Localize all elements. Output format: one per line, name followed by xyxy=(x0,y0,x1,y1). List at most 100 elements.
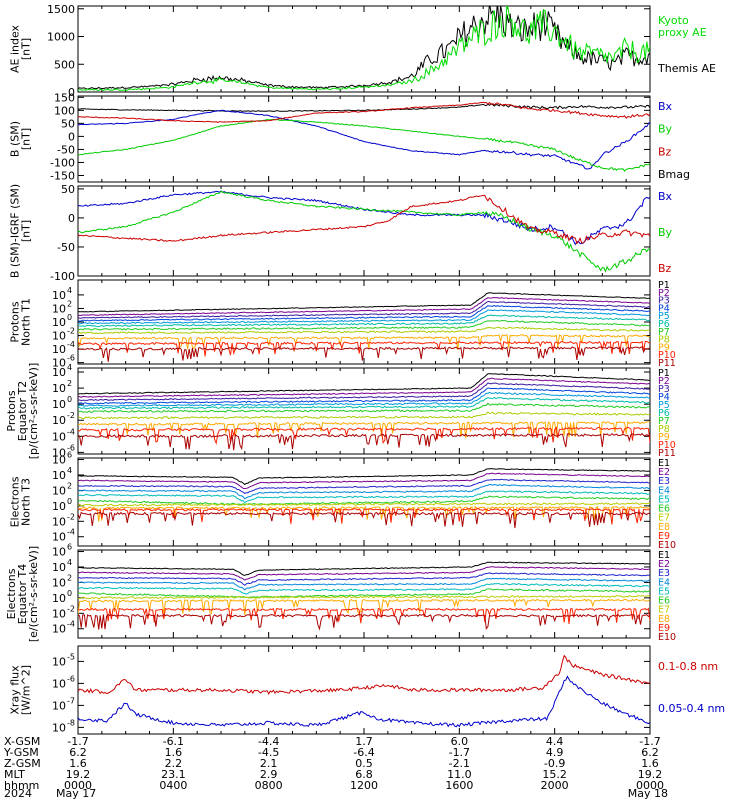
legend-item: Bmag xyxy=(658,168,690,181)
legend-item: Bz xyxy=(658,262,672,275)
x-axis-value: 1.6 xyxy=(165,746,183,759)
legend-item: E8 xyxy=(658,522,670,533)
x-axis-value: 6.8 xyxy=(355,768,373,781)
y-axis-label: Equator T4 xyxy=(16,564,29,624)
legend-item: P7 xyxy=(658,327,670,338)
legend-item: proxy AE xyxy=(658,26,707,39)
series-line xyxy=(78,613,650,631)
series-line xyxy=(78,190,650,246)
y-tick-label: 50 xyxy=(61,183,75,196)
y-tick-label: 10 xyxy=(52,592,66,605)
panel-frame xyxy=(77,95,651,183)
series-line xyxy=(78,411,650,420)
x-axis-value: 4.4 xyxy=(546,735,564,748)
y-tick-exponent: -4 xyxy=(67,620,75,629)
legend-item: E5 xyxy=(658,586,670,597)
x-axis-value: May 17 xyxy=(56,787,96,800)
x-axis-value: 19.2 xyxy=(638,768,663,781)
x-axis-row-label: hhmm xyxy=(4,779,39,792)
series-line xyxy=(78,561,650,576)
series-line xyxy=(78,490,650,504)
legend-item: E8 xyxy=(658,614,670,625)
y-tick-label: 10 xyxy=(52,484,66,497)
y-axis-label: North T3 xyxy=(20,478,33,526)
y-tick-exponent: -2 xyxy=(67,604,75,613)
panel-frame xyxy=(77,5,651,93)
y-tick-label: 10 xyxy=(52,357,66,370)
legend-item: E6 xyxy=(658,504,670,515)
series-line xyxy=(78,572,650,586)
legend-item: P8 xyxy=(658,424,670,435)
x-axis-value: 6.2 xyxy=(69,746,87,759)
series-line xyxy=(78,334,650,351)
y-tick-label: 0 xyxy=(68,130,75,143)
x-axis-value: 1.6 xyxy=(641,757,659,770)
legend-item: E2 xyxy=(658,467,670,478)
legend-item: P6 xyxy=(658,408,670,419)
legend-item: P11 xyxy=(658,358,676,369)
y-axis-label: Protons xyxy=(5,390,18,431)
y-tick-label: 10 xyxy=(52,576,66,589)
y-tick-label: -50 xyxy=(57,143,75,156)
y-tick-label: 10 xyxy=(52,500,66,513)
y-axis-label: [e/(cm²-s-sr-keV)] xyxy=(27,546,40,642)
series-line xyxy=(78,402,650,413)
series-line xyxy=(78,309,650,325)
y-tick-label: 10 xyxy=(52,699,66,712)
series-line xyxy=(78,109,650,170)
y-tick-exponent: -8 xyxy=(67,718,75,727)
y-tick-label: 500 xyxy=(54,58,75,71)
legend-item: E2 xyxy=(658,559,670,570)
y-tick-label: 0 xyxy=(68,86,75,99)
y-tick-label: 10 xyxy=(52,469,66,482)
y-tick-exponent: -2 xyxy=(67,327,75,336)
legend-item: P7 xyxy=(658,416,670,427)
legend-item: P5 xyxy=(658,311,670,322)
x-axis-value: 1.6 xyxy=(69,757,87,770)
y-tick-exponent: -4 xyxy=(67,528,75,537)
x-axis-value: 19.2 xyxy=(66,768,91,781)
panel-bigrf: -100 -50 0 50 B (SM)-IGRF (SM)[nT] Bx By Bz xyxy=(9,183,673,283)
x-axis-value: 11.0 xyxy=(447,768,472,781)
x-axis-value: 1.7 xyxy=(355,735,373,748)
x-axis-value: -1.7 xyxy=(639,735,660,748)
y-tick-label: 10 xyxy=(52,531,66,544)
legend-item: E4 xyxy=(658,485,670,496)
x-axis-row-label: Y-GSM xyxy=(3,746,39,759)
y-axis-label: North T1 xyxy=(20,298,33,346)
legend-item: 0.05-0.4 nm xyxy=(658,702,725,715)
legend-item: P11 xyxy=(658,448,676,459)
x-axis-value: 1200 xyxy=(350,779,378,792)
series-line xyxy=(78,194,650,245)
legend-item: P2 xyxy=(658,376,670,387)
panel-frame xyxy=(77,185,651,277)
y-tick-label: 10 xyxy=(52,430,66,443)
series-line xyxy=(78,511,650,529)
x-axis-value: 15.2 xyxy=(542,768,567,781)
y-tick-label: 10 xyxy=(52,414,66,427)
x-axis-value: 2000 xyxy=(541,779,569,792)
y-tick-exponent: 2 xyxy=(67,481,72,490)
series-line xyxy=(78,346,650,362)
y-tick-exponent: 2 xyxy=(67,299,72,308)
y-tick-label: 10 xyxy=(52,343,66,356)
series-line xyxy=(78,595,650,600)
y-tick-exponent: -6 xyxy=(67,354,75,363)
y-tick-exponent: 6 xyxy=(67,543,72,552)
legend-item: P2 xyxy=(658,288,670,299)
x-axis-value: 2.2 xyxy=(165,757,183,770)
x-axis-value: 4.9 xyxy=(546,746,564,759)
x-axis-value: -0.9 xyxy=(544,757,565,770)
y-tick-label: 10 xyxy=(52,382,66,395)
series-line xyxy=(78,190,650,273)
series-line xyxy=(78,507,650,525)
legend-item: 0.1-0.8 nm xyxy=(658,660,718,673)
y-tick-label: -100 xyxy=(50,156,75,169)
series-line xyxy=(78,391,650,407)
y-tick-exponent: -6 xyxy=(67,674,75,683)
legend-item: E9 xyxy=(658,623,670,634)
y-axis-label: [nT] xyxy=(20,128,33,150)
legend-item: P6 xyxy=(658,319,670,330)
